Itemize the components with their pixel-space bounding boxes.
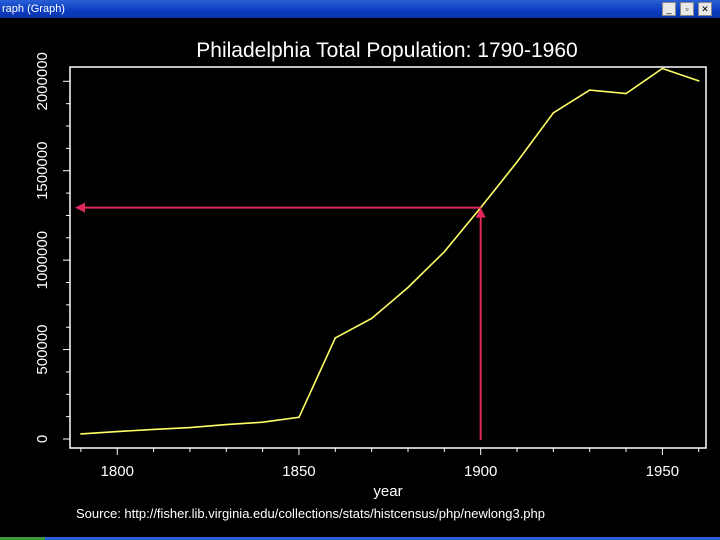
y-tick-label: 1500000	[34, 142, 51, 200]
data-point	[516, 161, 518, 163]
x-axis-label: year	[373, 483, 402, 500]
y-tick-label: 1000000	[34, 231, 51, 289]
x-tick-label: 1950	[646, 463, 679, 480]
data-point	[298, 416, 300, 419]
data-point	[697, 80, 700, 82]
x-tick-label: 1850	[282, 463, 315, 480]
data-point	[334, 337, 337, 339]
data-point	[80, 433, 82, 435]
vertical-arrowhead	[475, 207, 486, 218]
population-line	[80, 67, 699, 435]
data-point	[661, 67, 664, 70]
restore-button[interactable]: ▫	[680, 2, 694, 16]
data-point	[152, 428, 155, 431]
data-point	[225, 423, 228, 426]
x-tick-label: 1900	[464, 463, 497, 480]
minimize-button[interactable]: _	[662, 2, 676, 16]
data-point	[443, 250, 446, 253]
x-axis: 1800 1850 1900 1950	[80, 448, 700, 480]
series-layer	[80, 67, 700, 435]
annotation-layer	[75, 202, 486, 440]
horizontal-arrowhead	[75, 202, 85, 213]
data-point	[588, 89, 591, 91]
data-point	[189, 426, 191, 429]
data-point	[116, 430, 119, 433]
taskbar-strip	[0, 537, 720, 540]
plot-frame	[69, 66, 707, 449]
data-point	[261, 421, 264, 424]
chart-title: Philadelphia Total Population: 1790-1960	[196, 39, 577, 62]
data-point	[552, 112, 555, 114]
y-tick-label: 500000	[34, 325, 51, 375]
x-tick-label: 1800	[101, 463, 134, 480]
y-tick-label: 2000000	[34, 52, 51, 110]
data-point	[370, 317, 373, 320]
window-titlebar: raph (Graph) _ ▫ ✕	[0, 0, 720, 18]
close-button[interactable]: ✕	[698, 2, 712, 16]
data-point	[625, 92, 627, 95]
data-point	[407, 286, 409, 289]
y-axis: 0 500000 1000000 1500000 2000000	[34, 52, 70, 443]
y-tick-label: 0	[34, 435, 51, 443]
source-note: Source: http://fisher.lib.virginia.edu/c…	[76, 506, 545, 521]
window-title: raph (Graph)	[2, 3, 65, 15]
